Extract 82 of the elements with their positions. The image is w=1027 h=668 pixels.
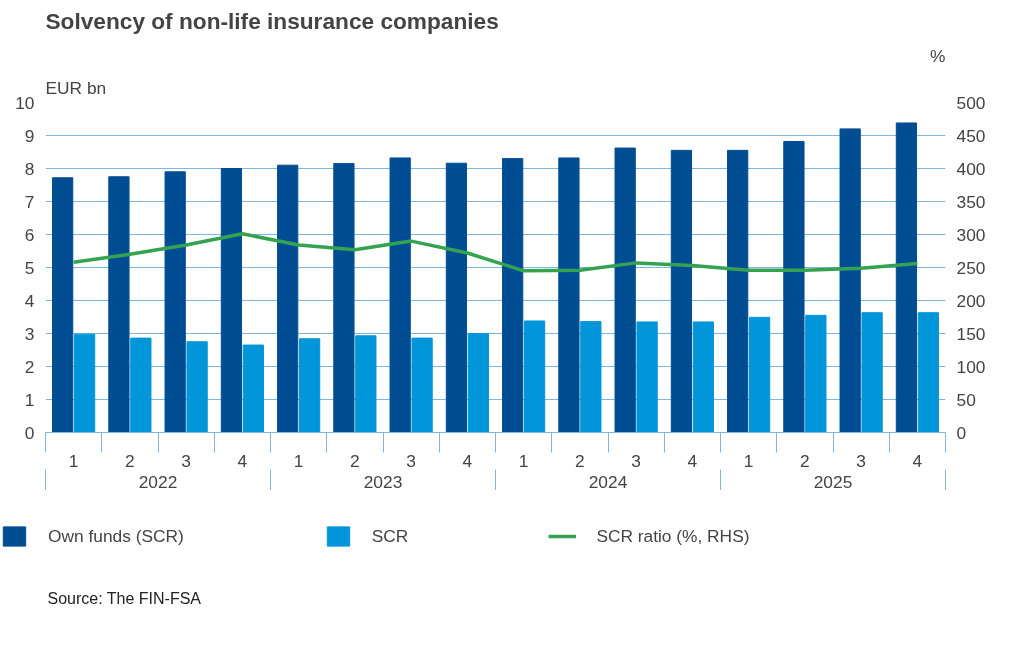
y-tick-label: 3 [24, 323, 35, 344]
y2-tick-label: 500 [956, 92, 986, 113]
y-tick-label: 7 [24, 191, 35, 212]
y2-tick-label: 250 [956, 257, 986, 278]
bar [298, 338, 321, 433]
bar [670, 149, 693, 433]
bar [242, 344, 264, 433]
y2-tick-label: 200 [956, 290, 986, 311]
x-tick-label: 2 [575, 450, 585, 471]
y2-axis-title: % [930, 45, 946, 66]
x-tick-label: 3 [406, 450, 416, 471]
bar [333, 163, 355, 433]
y2-tick-label: 100 [956, 356, 986, 377]
bar [861, 312, 883, 433]
bar [108, 176, 130, 433]
text: 2023 [363, 471, 403, 492]
y2-tick-label: 350 [956, 191, 986, 212]
y-tick-label: 5 [24, 257, 35, 278]
y2-tick-label: 0 [956, 422, 967, 443]
bar [917, 312, 939, 433]
y-tick-label: 0 [24, 422, 35, 443]
bar [52, 177, 74, 433]
text: 2022 [138, 471, 178, 492]
legend-label: Own funds (SCR) [48, 525, 184, 547]
bar [164, 171, 186, 433]
legend-label: SCR ratio (%, RHS) [596, 525, 750, 547]
y-tick-label: 2 [24, 356, 35, 377]
y2-tick-label: 50 [956, 389, 976, 410]
y-axis-title: EUR bn [45, 77, 107, 98]
bar [748, 316, 771, 433]
y-tick-label: 9 [24, 125, 35, 146]
bar [445, 162, 468, 433]
bar [277, 164, 299, 433]
x-tick-label: 3 [631, 450, 641, 471]
y-tick-label: 6 [24, 224, 35, 245]
bar [839, 128, 861, 433]
y-tick-label: 4 [24, 290, 35, 311]
bar [411, 337, 433, 433]
bar [692, 321, 714, 433]
bar [614, 147, 636, 433]
source-note: Source: The FIN-FSA [47, 589, 202, 607]
bar [73, 333, 96, 433]
bar [727, 149, 749, 433]
x-tick-label: 2 [800, 450, 810, 471]
chart-title: Solvency of non-life insurance companies [45, 7, 499, 34]
bar [186, 341, 208, 433]
x-tick-label: 1 [293, 450, 304, 471]
x-tick-label: 1 [68, 450, 79, 471]
y-tick-label: 8 [24, 158, 35, 179]
y2-tick-label: 400 [956, 158, 986, 179]
x-tick-label: 2 [125, 450, 135, 471]
bar [355, 335, 377, 433]
x-tick-label: 4 [462, 450, 473, 471]
text: 2024 [588, 471, 628, 492]
text: 2025 [813, 471, 853, 492]
bar [130, 337, 152, 433]
line-series [71, 232, 920, 273]
x-tick-label: 4 [912, 450, 923, 471]
x-tick-label: 2 [350, 450, 360, 471]
x-tick-label: 4 [687, 450, 698, 471]
x-tick-label: 4 [237, 450, 248, 471]
bar [895, 122, 918, 433]
bar [805, 314, 827, 433]
bar [783, 140, 805, 433]
bar [636, 321, 658, 433]
bar [523, 320, 546, 433]
y-tick-label: 10 [15, 92, 35, 113]
legend-label: SCR [371, 525, 409, 547]
x-tick-label: 3 [856, 450, 866, 471]
bar [389, 157, 411, 433]
bar [502, 158, 524, 433]
bar [220, 168, 243, 433]
y2-tick-label: 450 [956, 125, 986, 146]
bar [467, 333, 489, 433]
x-tick-label: 1 [518, 450, 529, 471]
y2-tick-label: 300 [956, 224, 986, 245]
bar [558, 157, 580, 433]
y-tick-label: 1 [24, 389, 35, 410]
bar [580, 321, 602, 433]
x-tick-label: 3 [181, 450, 191, 471]
x-tick-label: 1 [743, 450, 754, 471]
y2-tick-label: 150 [956, 323, 986, 344]
